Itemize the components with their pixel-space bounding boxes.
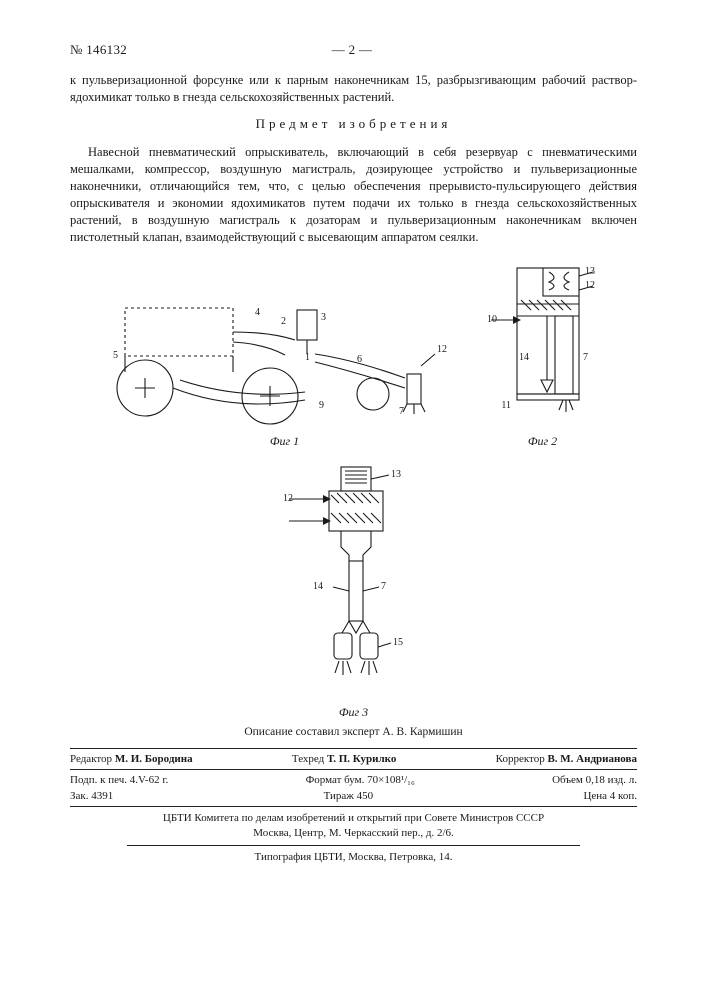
credits-row: Редактор М. И. Бородина Техред Т. П. Кур… <box>70 751 637 767</box>
divider-4 <box>127 845 581 846</box>
fig2-ref-12: 12 <box>585 280 595 291</box>
info2-mid: Тираж 450 <box>324 790 374 802</box>
footer: ЦБТИ Комитета по делам изобретений и отк… <box>70 811 637 866</box>
fig2-label: Фиг 2 <box>483 434 603 449</box>
fig3-ref-13: 13 <box>391 469 401 480</box>
footer-line1: ЦБТИ Комитета по делам изобретений и отк… <box>70 811 637 826</box>
fig1-ref-6: 6 <box>357 354 362 365</box>
fig1-label: Фиг 1 <box>105 434 465 449</box>
figures-row-top: 5 4 2 3 1 6 9 7 12 Фиг 1 <box>70 260 637 453</box>
info2-left: Зак. 4391 <box>70 790 113 802</box>
fig3-ref-12: 12 <box>283 493 293 504</box>
doc-number: № 146132 <box>70 42 127 58</box>
fig1-ref-9: 9 <box>319 400 324 411</box>
page-marker: — 2 — <box>332 42 373 58</box>
fig1-ref-4: 4 <box>255 307 260 318</box>
corrector: Корректор В. М. Андрианова <box>496 753 637 765</box>
intro-paragraph: к пульверизационной форсунке или к парны… <box>70 72 637 106</box>
editor: Редактор М. И. Бородина <box>70 753 193 765</box>
fig2-ref-11: 11 <box>501 400 511 411</box>
techred: Техред Т. П. Курилко <box>292 753 396 765</box>
fig1-ref-1: 1 <box>305 352 310 363</box>
fig2-svg: 13 12 10 14 7 11 <box>483 260 603 430</box>
fig3-label: Фиг 3 <box>70 705 637 720</box>
divider-1 <box>70 748 637 749</box>
divider-2 <box>70 769 637 770</box>
info2-right: Цена 4 коп. <box>583 790 637 802</box>
fig1-container: 5 4 2 3 1 6 9 7 12 Фиг 1 <box>105 280 465 453</box>
fig2-ref-14: 14 <box>519 352 529 363</box>
info1-left: Подп. к печ. 4.V-62 г. <box>70 774 168 786</box>
fig1-ref-2: 2 <box>281 316 286 327</box>
fig3-ref-14: 14 <box>313 581 323 592</box>
claim-text: Навесной пневматический опрыскиватель, в… <box>70 144 637 245</box>
fig2-ref-13: 13 <box>585 266 595 277</box>
fig2-container: 13 12 10 14 7 11 Фиг 2 <box>483 260 603 453</box>
fig1-ref-5: 5 <box>113 350 118 361</box>
fig3-ref-15: 15 <box>393 637 403 648</box>
divider-3 <box>70 806 637 807</box>
fig1-ref-3: 3 <box>321 312 326 323</box>
info-row-1: Подп. к печ. 4.V-62 г. Формат бум. 70×10… <box>70 772 637 788</box>
fig3-svg: 12 13 14 7 15 <box>279 461 429 701</box>
fig2-ref-7: 7 <box>583 352 588 363</box>
author-line: Описание составил эксперт А. В. Кармишин <box>70 726 637 738</box>
fig1-svg: 5 4 2 3 1 6 9 7 12 <box>105 280 465 430</box>
info-row-2: Зак. 4391 Тираж 450 Цена 4 коп. <box>70 788 637 804</box>
fig3-ref-7: 7 <box>381 581 386 592</box>
fig1-ref-7: 7 <box>399 406 404 417</box>
info1-mid: Формат бум. 70×108¹/₁₆ <box>306 774 415 786</box>
footer-line2: Москва, Центр, М. Черкасский пер., д. 2/… <box>70 826 637 841</box>
info1-right: Объем 0,18 изд. л. <box>552 774 637 786</box>
footer-line3: Типография ЦБТИ, Москва, Петровка, 14. <box>70 850 637 865</box>
fig3-container: 12 13 14 7 15 Фиг 3 <box>70 461 637 720</box>
fig1-ref-12: 12 <box>437 344 447 355</box>
section-title: Предмет изобретения <box>70 116 637 132</box>
fig2-ref-10: 10 <box>487 314 497 325</box>
